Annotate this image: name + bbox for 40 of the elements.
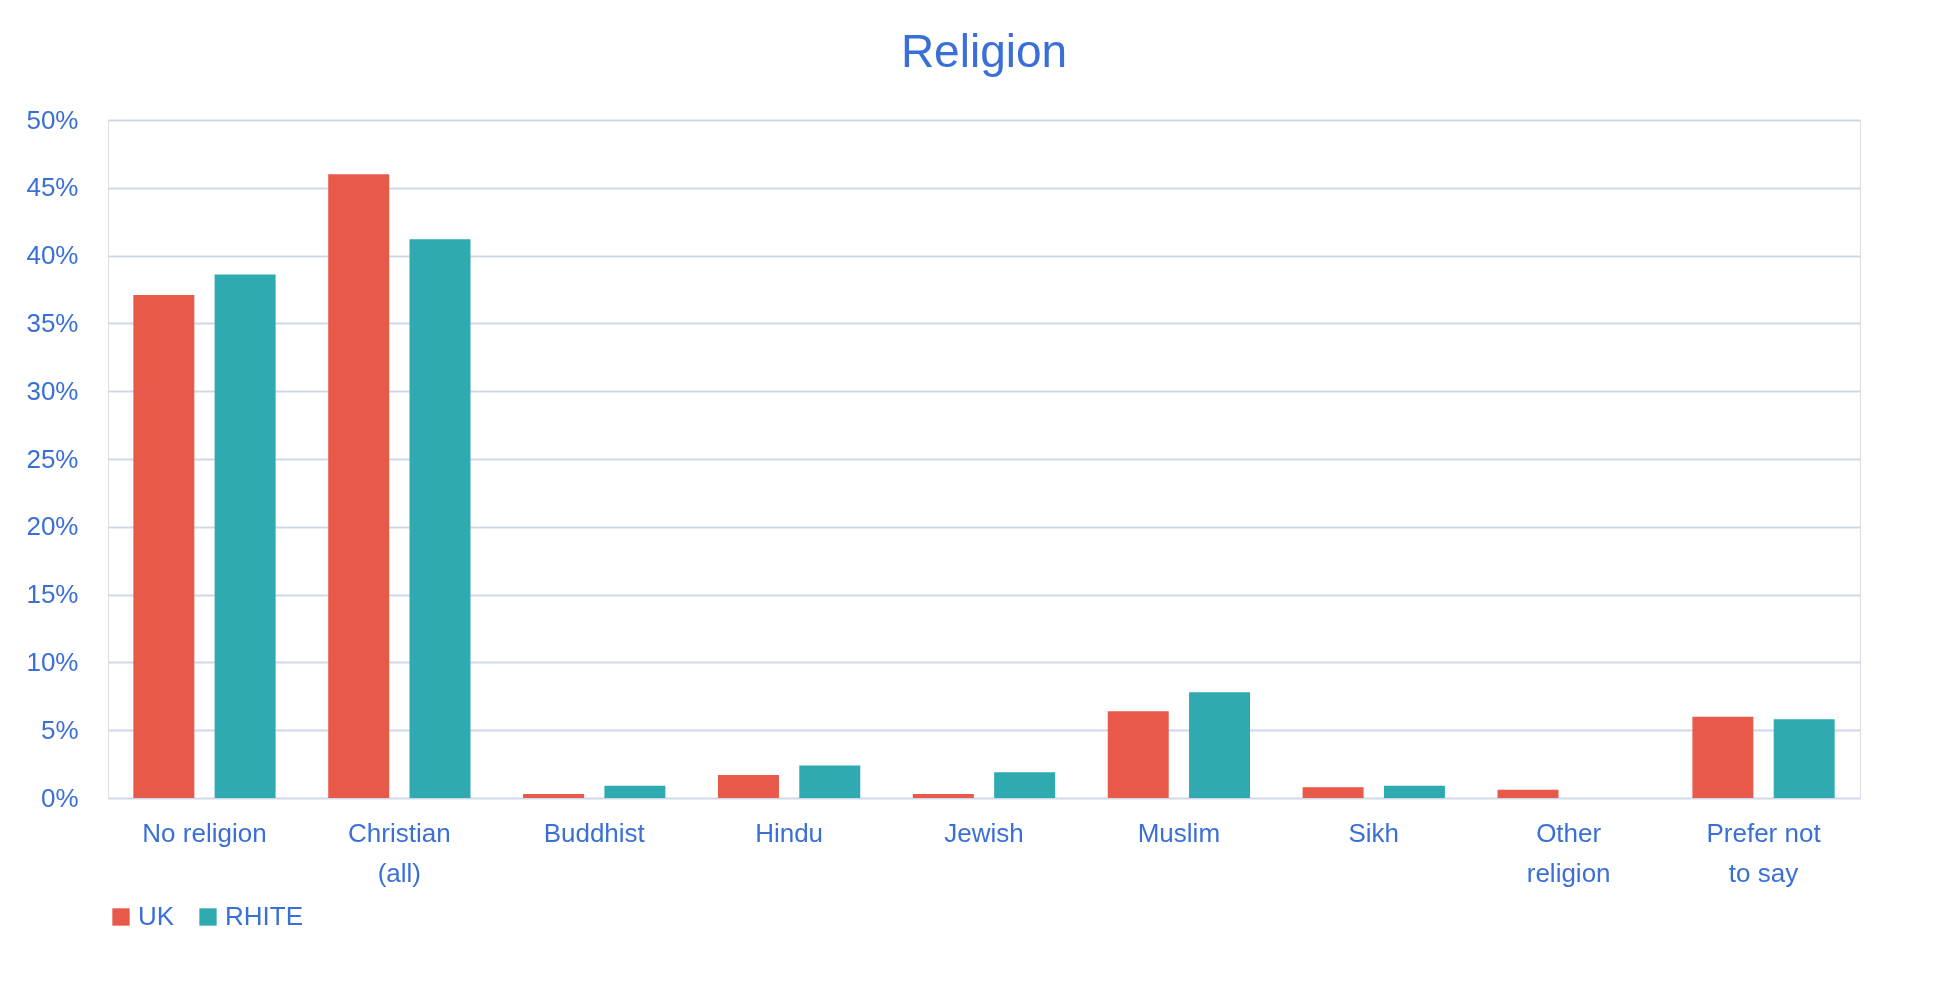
y-tick-label: 45% bbox=[26, 172, 79, 203]
bar bbox=[1189, 692, 1251, 798]
chart-title: Religion bbox=[900, 25, 1068, 77]
y-tick-label: 35% bbox=[26, 307, 79, 338]
y-tick-label: 5% bbox=[40, 714, 79, 745]
bar bbox=[328, 174, 390, 798]
x-tick-label: Other religion bbox=[1526, 817, 1611, 888]
bar bbox=[994, 772, 1056, 798]
y-tick-label: 40% bbox=[26, 240, 79, 271]
x-tick-label: Muslim bbox=[1137, 817, 1221, 848]
bar bbox=[133, 294, 195, 798]
x-tick-label: Christian (all) bbox=[348, 817, 451, 888]
y-tick-label: 15% bbox=[26, 579, 79, 610]
bar bbox=[1302, 787, 1364, 798]
y-tick-label: 30% bbox=[26, 375, 79, 406]
bar bbox=[1107, 711, 1169, 798]
bar bbox=[214, 274, 276, 798]
y-tick-label: 50% bbox=[26, 104, 79, 135]
bar bbox=[799, 765, 861, 798]
bar bbox=[912, 793, 974, 798]
bar bbox=[1692, 716, 1754, 798]
bar bbox=[717, 774, 779, 798]
bar bbox=[604, 785, 666, 798]
legend-label: RHITE bbox=[225, 901, 303, 931]
x-tick-label: Buddhist bbox=[543, 817, 646, 848]
y-tick-label: 10% bbox=[26, 646, 79, 677]
bar bbox=[1773, 719, 1835, 798]
bar bbox=[1383, 785, 1445, 798]
x-tick-label: Sikh bbox=[1348, 817, 1400, 848]
y-tick-label: 0% bbox=[40, 782, 79, 813]
bar bbox=[523, 793, 585, 798]
y-tick-label: 25% bbox=[26, 443, 79, 474]
x-tick-label: No religion bbox=[142, 817, 267, 848]
legend-label: UK bbox=[138, 901, 175, 931]
y-tick-label: 20% bbox=[26, 511, 79, 542]
x-tick-label: Jewish bbox=[944, 817, 1024, 848]
bar bbox=[409, 239, 471, 798]
x-tick-label: Prefer not to say bbox=[1706, 817, 1822, 888]
x-tick-label: Hindu bbox=[755, 817, 824, 848]
bar bbox=[1497, 789, 1559, 798]
